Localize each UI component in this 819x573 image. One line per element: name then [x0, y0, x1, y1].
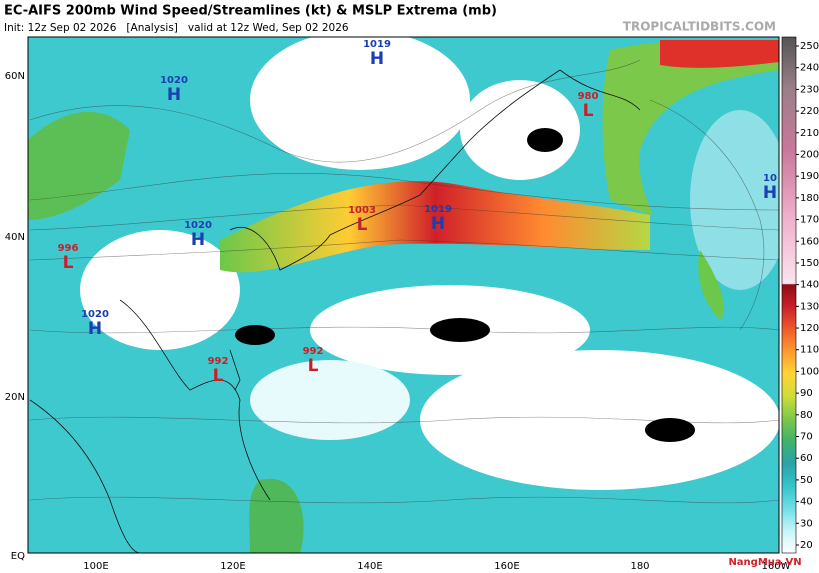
lat-label: 60N: [5, 71, 25, 82]
colorbar-label: 50: [800, 475, 813, 486]
pressure-value: 996: [58, 243, 79, 254]
lon-label: 160W: [762, 561, 791, 572]
colorbar-label: 130: [800, 301, 819, 312]
pressure-value: 1019: [363, 39, 391, 50]
pressure-letter: L: [357, 215, 368, 235]
colorbar-label: 120: [800, 323, 819, 334]
colorbar-label: 170: [800, 215, 819, 226]
source: TROPICALTIDBITS.COM: [623, 20, 776, 34]
coastlines: [29, 69, 641, 553]
colorbar-label: 80: [800, 410, 813, 421]
streamlines: [29, 59, 779, 504]
pressure-letter: H: [167, 85, 181, 105]
colorbar-label: 110: [800, 345, 819, 356]
lon-label: 100E: [83, 561, 108, 572]
pressure-letter: L: [213, 366, 224, 386]
pressure-value: 1020: [184, 220, 212, 231]
lon-label: 180: [630, 561, 649, 572]
pressure-letter: H: [191, 230, 205, 250]
pressure-letter: L: [63, 253, 74, 273]
colorbar-label: 190: [800, 171, 819, 182]
colorbar-label: 30: [800, 518, 813, 529]
pressure-value: 992: [303, 346, 324, 357]
colorbar-label: 150: [800, 258, 819, 269]
colorbar-label: 90: [800, 388, 813, 399]
colorbar-label: 60: [800, 453, 813, 464]
colorbar-label: 70: [800, 432, 813, 443]
map: [28, 37, 779, 553]
title: EC-AIFS 200mb Wind Speed/Streamlines (kt…: [4, 4, 497, 19]
subtitle: Init: 12z Sep 02 2026 [Analysis] valid a…: [4, 22, 349, 34]
pressure-value: 10: [763, 173, 777, 184]
lat-label: EQ: [11, 551, 25, 562]
colorbar-label: 200: [800, 149, 819, 160]
map-frame: [27, 36, 780, 554]
watermark: NangMua.VN: [728, 557, 801, 568]
pressure-value: 1003: [348, 205, 376, 216]
lat-label: 40N: [5, 232, 25, 243]
pressure-letter: H: [88, 319, 102, 339]
colorbar-label: 210: [800, 128, 819, 139]
lon-label: 160E: [494, 561, 519, 572]
pressure-letter: H: [370, 49, 384, 69]
colorbar-label: 220: [800, 106, 819, 117]
pressure-value: 980: [578, 91, 599, 102]
pressure-letter: H: [431, 214, 445, 234]
pressure-letter: L: [308, 356, 319, 376]
colorbar-label: 180: [800, 193, 819, 204]
pressure-value: 992: [208, 356, 229, 367]
colorbar-label: 140: [800, 280, 819, 291]
colorbar-label: 230: [800, 84, 819, 95]
colorbar-label: 250: [800, 41, 819, 52]
pressure-letter: L: [583, 101, 594, 121]
lon-label: 140E: [357, 561, 382, 572]
pressure-letter: H: [763, 183, 777, 203]
colorbar-label: 160: [800, 236, 819, 247]
colorbar-label: 100: [800, 366, 819, 377]
pressure-value: 1019: [424, 204, 452, 215]
pressure-value: 1020: [160, 75, 188, 86]
lat-label: 20N: [5, 392, 25, 403]
colorbar-label: 240: [800, 63, 819, 74]
pressure-value: 1020: [81, 309, 109, 320]
lon-label: 120E: [220, 561, 245, 572]
colorbar-label: 40: [800, 497, 813, 508]
colorbar-label: 20: [800, 540, 813, 551]
colorbar: [781, 36, 797, 554]
